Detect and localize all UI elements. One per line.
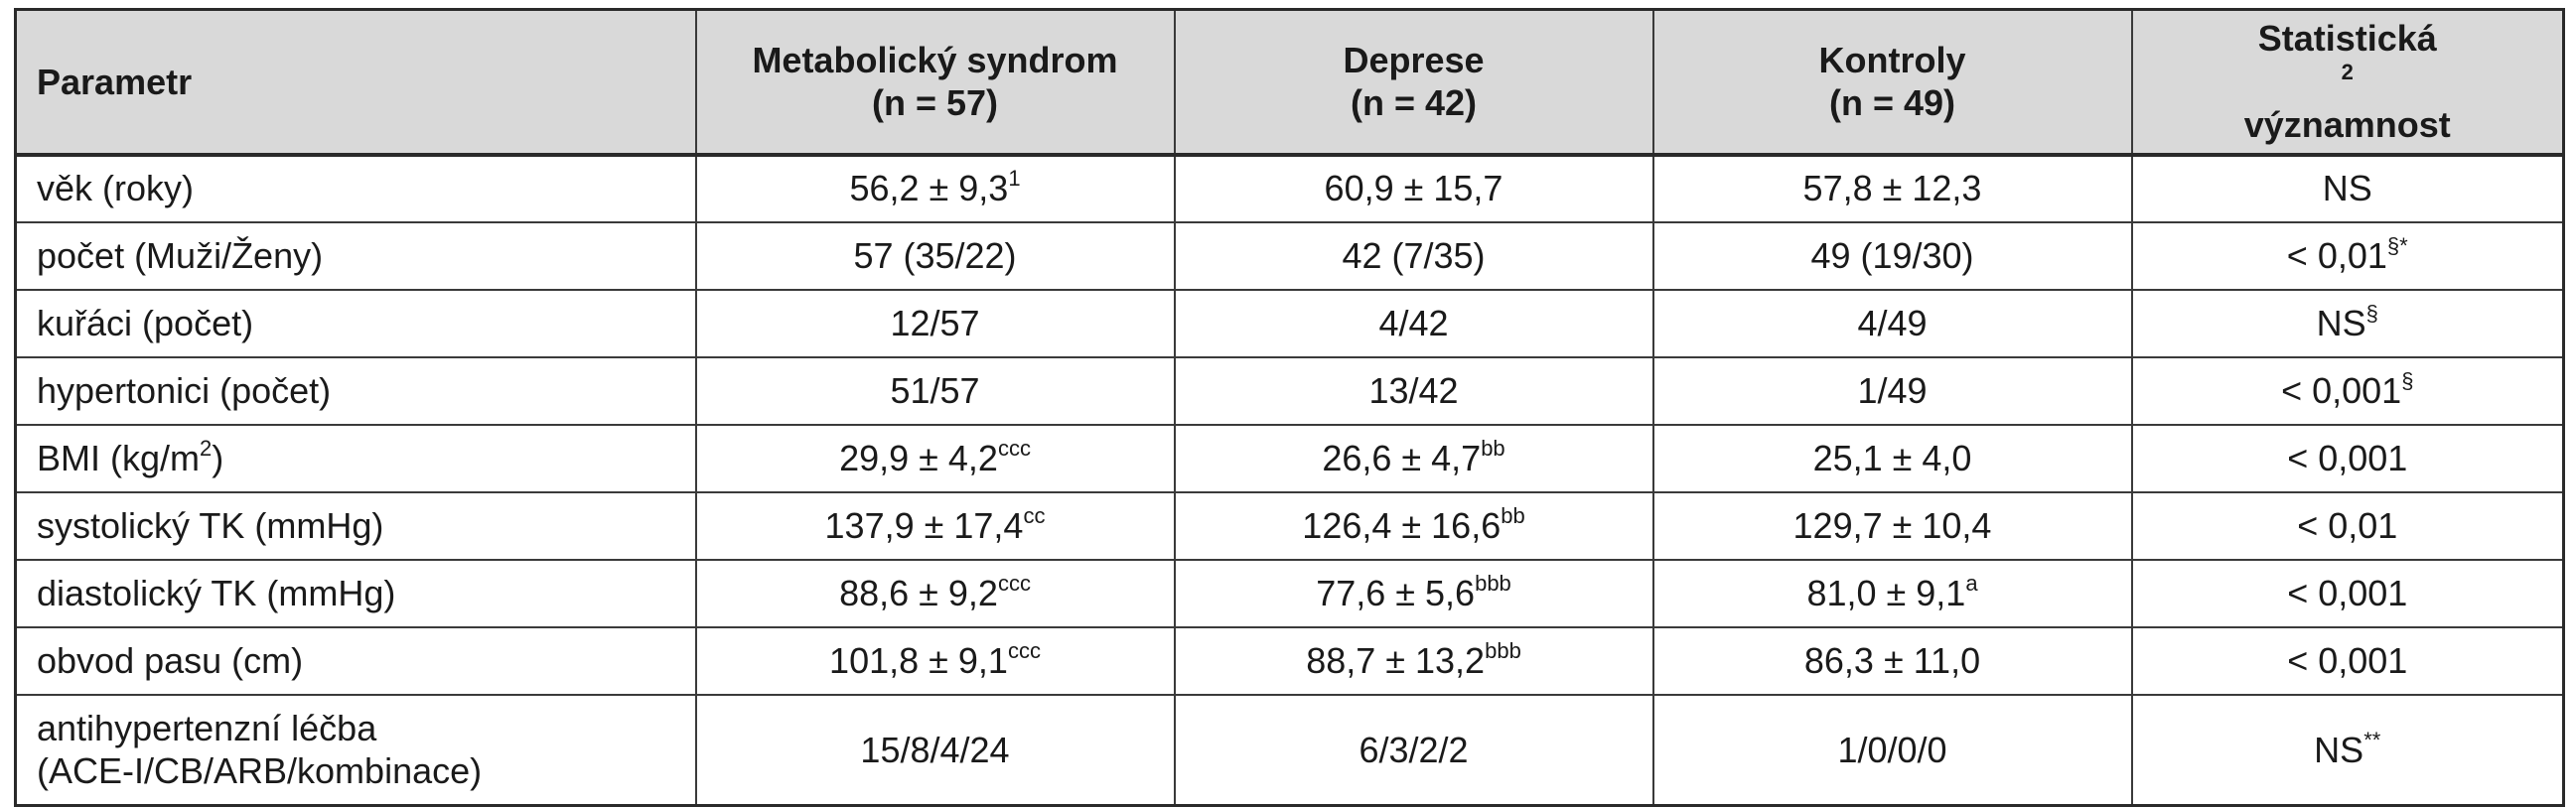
header-metabolic-syndrome: Metabolický syndrom (n = 57) <box>694 8 1176 157</box>
deprese-cell: 88,7 ± 13,2bbb <box>1173 625 1654 696</box>
header-kontroly: Kontroly (n = 49) <box>1651 8 2133 157</box>
table-row: kuřáci (počet) 12/57 4/42 4/49 NS§ <box>14 288 2565 358</box>
deprese-cell: 13/42 <box>1173 355 1654 426</box>
kontroly-cell: 57,8 ± 12,3 <box>1651 153 2133 223</box>
table-row: systolický TK (mmHg) 137,9 ± 17,4cc 126,4 … <box>14 490 2565 561</box>
significance-cell: < 0,001 <box>2130 423 2565 493</box>
data-table: Parametr Metabolický syndrom (n = 57) Dep… <box>14 8 2565 807</box>
parameter-cell: systolický TK (mmHg) <box>14 490 697 561</box>
deprese-cell: 4/42 <box>1173 288 1654 358</box>
kontroly-cell: 81,0 ± 9,1a <box>1651 558 2133 628</box>
metabolic-syndrome-cell: 51/57 <box>694 355 1176 426</box>
table-row: obvod pasu (cm) 101,8 ± 9,1ccc 88,7 ± 13,2… <box>14 625 2565 696</box>
parameter-cell: věk (roky) <box>14 153 697 223</box>
table-row: antihypertenzní léčba (ACE-I/CB/ARB/kombi… <box>14 693 2565 807</box>
kontroly-cell: 129,7 ± 10,4 <box>1651 490 2133 561</box>
header-row: Parametr Metabolický syndrom (n = 57) Dep… <box>14 8 2565 157</box>
table-row: BMI (kg/m2) 29,9 ± 4,2ccc 26,6 ± 4,7bb 25,1… <box>14 423 2565 493</box>
deprese-cell: 126,4 ± 16,6bb <box>1173 490 1654 561</box>
significance-cell: NS** <box>2130 693 2565 807</box>
deprese-cell: 6/3/2/2 <box>1173 693 1654 807</box>
parameter-cell: počet (Muži/Ženy) <box>14 220 697 291</box>
metabolic-syndrome-cell: 15/8/4/24 <box>694 693 1176 807</box>
kontroly-cell: 49 (19/30) <box>1651 220 2133 291</box>
kontroly-cell: 25,1 ± 4,0 <box>1651 423 2133 493</box>
parameter-cell: obvod pasu (cm) <box>14 625 697 696</box>
significance-cell: < 0,01 <box>2130 490 2565 561</box>
significance-cell: < 0,001 <box>2130 625 2565 696</box>
metabolic-syndrome-cell: 56,2 ± 9,31 <box>694 153 1176 223</box>
metabolic-syndrome-cell: 101,8 ± 9,1ccc <box>694 625 1176 696</box>
parameter-cell: diastolický TK (mmHg) <box>14 558 697 628</box>
deprese-cell: 60,9 ± 15,7 <box>1173 153 1654 223</box>
metabolic-syndrome-cell: 29,9 ± 4,2ccc <box>694 423 1176 493</box>
table-container: Parametr Metabolický syndrom (n = 57) Dep… <box>14 8 2565 807</box>
kontroly-cell: 4/49 <box>1651 288 2133 358</box>
table-row: věk (roky) 56,2 ± 9,31 60,9 ± 15,7 57,8 ± 1… <box>14 153 2565 223</box>
table-row: hypertonici (počet) 51/57 13/42 1/49 < 0,001… <box>14 355 2565 426</box>
header-statistical-significance: Statistická 2 významnost <box>2130 8 2565 157</box>
significance-cell: < 0,001 <box>2130 558 2565 628</box>
kontroly-cell: 1/0/0/0 <box>1651 693 2133 807</box>
significance-cell: < 0,01§* <box>2130 220 2565 291</box>
deprese-cell: 42 (7/35) <box>1173 220 1654 291</box>
parameter-cell: hypertonici (počet) <box>14 355 697 426</box>
parameter-cell: antihypertenzní léčba (ACE-I/CB/ARB/kombi… <box>14 693 697 807</box>
header-deprese: Deprese (n = 42) <box>1173 8 1654 157</box>
deprese-cell: 77,6 ± 5,6bbb <box>1173 558 1654 628</box>
metabolic-syndrome-cell: 12/57 <box>694 288 1176 358</box>
table-row: diastolický TK (mmHg) 88,6 ± 9,2ccc 77,6 ±… <box>14 558 2565 628</box>
deprese-cell: 26,6 ± 4,7bb <box>1173 423 1654 493</box>
significance-cell: < 0,001§ <box>2130 355 2565 426</box>
header-parametr: Parametr <box>14 8 697 157</box>
metabolic-syndrome-cell: 57 (35/22) <box>694 220 1176 291</box>
metabolic-syndrome-cell: 137,9 ± 17,4cc <box>694 490 1176 561</box>
significance-cell: NS <box>2130 153 2565 223</box>
significance-cell: NS§ <box>2130 288 2565 358</box>
kontroly-cell: 1/49 <box>1651 355 2133 426</box>
kontroly-cell: 86,3 ± 11,0 <box>1651 625 2133 696</box>
table-row: počet (Muži/Ženy) 57 (35/22) 42 (7/35) 49 (… <box>14 220 2565 291</box>
parameter-cell: BMI (kg/m2) <box>14 423 697 493</box>
parameter-cell: kuřáci (počet) <box>14 288 697 358</box>
metabolic-syndrome-cell: 88,6 ± 9,2ccc <box>694 558 1176 628</box>
